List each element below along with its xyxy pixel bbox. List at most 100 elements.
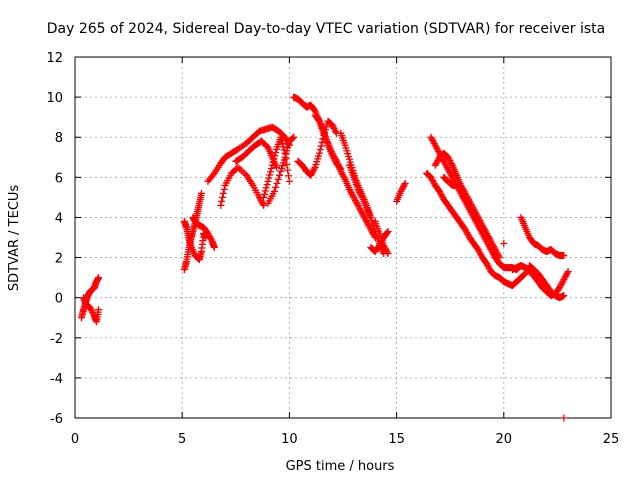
data-point-fill (262, 184, 270, 192)
data-point-fill (284, 144, 292, 152)
data-point-fill (261, 187, 269, 195)
data-point-fill (283, 147, 291, 155)
axis-ticks: 0 5 10 15 20 25 -6 -4 -2 0 2 4 6 8 10 12 (46, 51, 619, 447)
data-point-fill (310, 165, 318, 173)
y-tick-label: 12 (46, 51, 63, 66)
x-tick-label: 25 (603, 432, 620, 447)
data-point (197, 189, 205, 197)
data-point (95, 306, 103, 314)
data-point-fill (272, 148, 280, 156)
data-point-fill (447, 160, 455, 168)
data-point-fill (317, 142, 325, 150)
data-point-fill (239, 168, 247, 176)
plot-frame (74, 56, 612, 419)
data-point-fill (400, 181, 408, 189)
x-axis-label: GPS time / hours (286, 459, 395, 474)
data-point-fill (261, 190, 269, 198)
data-point-fill (357, 192, 365, 200)
data-point-fill (383, 248, 391, 256)
data-point (560, 292, 568, 300)
data-points (77, 93, 572, 422)
x-tick-label: 10 (281, 432, 298, 447)
data-point-fill (269, 158, 277, 166)
y-tick-label: 0 (55, 292, 63, 307)
data-point-fill (285, 140, 293, 148)
y-tick-label: 6 (55, 171, 63, 186)
y-tick-label: -4 (50, 372, 63, 387)
data-point-fill (283, 160, 291, 168)
data-point (260, 193, 268, 201)
y-tick-label: 2 (55, 252, 63, 267)
data-point (564, 268, 572, 276)
data-point-fill (316, 146, 324, 154)
data-point (268, 161, 276, 169)
data-point-fill (282, 150, 290, 158)
y-tick-label: 4 (55, 211, 63, 226)
data-point (474, 217, 482, 225)
data-point-fill (340, 174, 348, 182)
data-point-fill (563, 269, 571, 277)
data-point-fill (267, 168, 275, 176)
data-point-fill (318, 138, 326, 146)
data-point-fill (332, 128, 340, 136)
data-point (264, 177, 272, 185)
data-point-fill (271, 152, 279, 160)
data-point-fill (284, 166, 292, 174)
data-point (281, 153, 289, 161)
data-point-fill (218, 197, 226, 205)
data-point-fill (276, 171, 284, 179)
data-point (95, 274, 103, 282)
x-tick-label: 0 (71, 432, 79, 447)
data-point-fill (279, 140, 287, 148)
data-point (560, 252, 568, 260)
data-point-fill (289, 134, 297, 142)
data-point (315, 149, 323, 157)
data-point (367, 213, 375, 221)
data-point (384, 227, 392, 235)
data-point (210, 244, 218, 252)
data-point (285, 177, 293, 185)
data-point-fill (220, 185, 228, 193)
data-point (290, 133, 298, 141)
data-point-fill (209, 171, 217, 179)
data-point-fill (520, 270, 528, 278)
data-point (384, 250, 392, 258)
x-tick-label: 15 (388, 432, 405, 447)
data-point-fill (263, 181, 271, 189)
data-point-fill (266, 171, 274, 179)
data-point-fill (332, 156, 340, 164)
data-point (217, 201, 225, 209)
y-axis-label: SDTVAR / TECUs (7, 185, 22, 292)
data-point-fill (272, 183, 280, 191)
data-point-fill (273, 179, 281, 187)
data-point (277, 133, 285, 141)
data-point-fill (219, 193, 227, 201)
y-tick-label: 8 (55, 131, 63, 146)
data-point-fill (265, 174, 273, 182)
chart-title: Day 265 of 2024, Sidereal Day-to-day VTE… (47, 21, 605, 37)
y-tick-label: -2 (50, 332, 63, 347)
data-point (260, 201, 268, 209)
data-point-fill (270, 155, 278, 163)
data-point-fill (219, 189, 227, 197)
y-tick-label: -6 (50, 412, 63, 427)
data-point (560, 414, 568, 422)
data-point-fill (495, 252, 503, 260)
data-point (500, 240, 508, 248)
data-point (401, 179, 409, 187)
x-tick-label: 5 (178, 432, 186, 447)
data-point-fill (267, 165, 275, 173)
data-point-fill (274, 175, 282, 183)
data-point-fill (279, 143, 287, 151)
y-tick-label: 10 (46, 91, 63, 106)
data-point (270, 187, 278, 195)
data-point-fill (278, 136, 286, 144)
x-tick-label: 20 (496, 432, 513, 447)
data-point-fill (383, 229, 391, 237)
data-point (496, 254, 504, 262)
data-point (273, 163, 281, 171)
data-point-fill (285, 172, 293, 180)
data-point-fill (473, 216, 481, 224)
data-point-fill (315, 116, 323, 124)
